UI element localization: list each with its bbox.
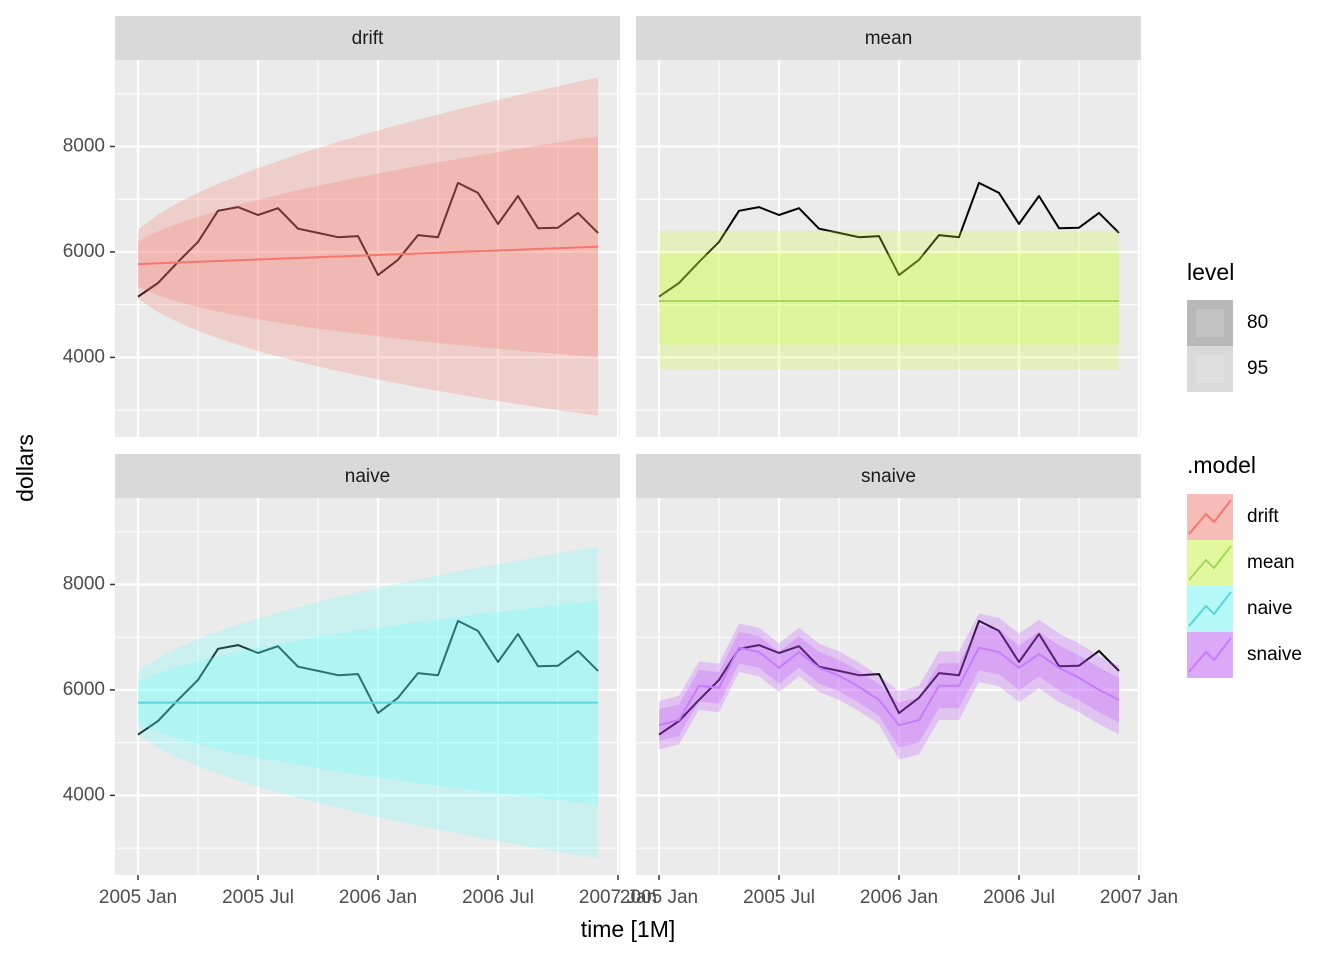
legend-swatch-inner: [1196, 355, 1224, 383]
legend-label: snaive: [1247, 644, 1302, 665]
x-tick-label: 2006 Jan: [860, 887, 938, 908]
legend-key: [1187, 300, 1233, 346]
x-tick-label: 2005 Jul: [743, 887, 815, 908]
y-tick-label: 8000: [63, 573, 105, 594]
legend-label: mean: [1247, 552, 1295, 573]
x-tick-label: 2007 Jan: [579, 887, 657, 908]
forecast-line: [137, 245, 599, 266]
y-axis-title: dollars: [12, 434, 38, 502]
legend-line: [1188, 499, 1232, 535]
interval-95: [659, 230, 1119, 369]
legend-line: [1188, 637, 1232, 673]
legend-key: [1187, 346, 1233, 392]
legend-label: naive: [1247, 598, 1292, 619]
strip: [636, 16, 1141, 60]
x-axis-title: time [1M]: [581, 916, 676, 942]
x-tick-label: 2005 Jan: [99, 887, 177, 908]
legend-line: [1188, 545, 1232, 581]
legend-swatch: [1187, 300, 1233, 346]
legend-swatch: [1187, 346, 1233, 392]
interval-95: [659, 613, 1119, 760]
strip: [115, 16, 620, 60]
y-tick-label: 4000: [63, 784, 105, 805]
interval-95: [138, 77, 598, 416]
x-tick-label: 2007 Jan: [1100, 887, 1178, 908]
y-tick-label: 6000: [63, 679, 105, 700]
strip-label: mean: [865, 28, 913, 49]
y-tick-label: 4000: [63, 346, 105, 367]
strip-label: drift: [352, 28, 384, 49]
x-tick-label: 2005 Jan: [620, 887, 698, 908]
observed-line: [658, 181, 1120, 298]
legend-title: .model: [1187, 452, 1256, 478]
strip-label: naive: [345, 466, 390, 487]
strip: [115, 454, 620, 498]
y-tick-label: 6000: [63, 241, 105, 262]
y-tick-label: 8000: [63, 135, 105, 156]
x-tick-label: 2005 Jul: [222, 887, 294, 908]
interval-80: [138, 136, 598, 358]
x-tick-label: 2006 Jul: [983, 887, 1055, 908]
legend-label: 80: [1247, 312, 1268, 333]
legend-label: drift: [1247, 506, 1279, 527]
strip: [636, 454, 1141, 498]
panel: [636, 60, 1141, 437]
legend-swatch-inner: [1196, 309, 1224, 337]
legend-label: 95: [1247, 358, 1268, 379]
legend-title: level: [1187, 259, 1234, 285]
forecast-line: [658, 646, 1120, 727]
interval-80: [659, 254, 1119, 345]
x-tick-label: 2006 Jan: [339, 887, 417, 908]
observed-line: [137, 619, 599, 736]
panel: [115, 498, 620, 875]
strip-label: snaive: [861, 466, 916, 487]
legend-line: [1188, 591, 1232, 627]
x-tick-label: 2006 Jul: [462, 887, 534, 908]
